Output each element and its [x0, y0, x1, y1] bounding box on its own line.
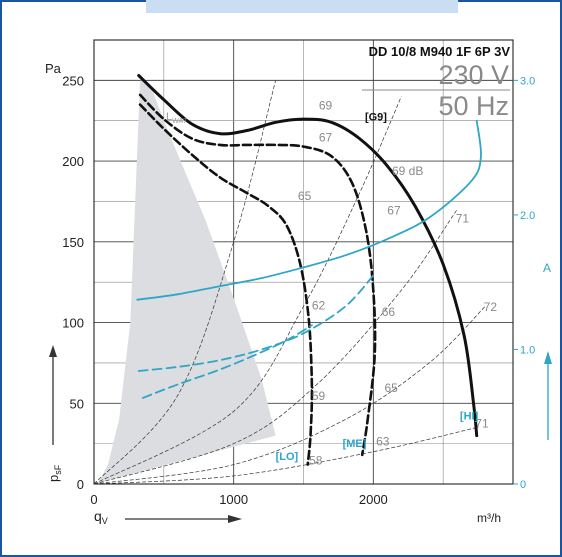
speed-label: [LO] [276, 451, 299, 463]
speed-label: [G9] [365, 112, 387, 124]
sound-value-label: 69 [319, 98, 333, 112]
sound-label: LWA7 [166, 111, 187, 125]
pressure-me-line [138, 93, 377, 457]
current-lo-line [142, 324, 313, 399]
sound-value-label: 63 [376, 434, 390, 448]
shaded-region [94, 80, 276, 485]
sound-value-label: 71 [475, 416, 489, 430]
y2-tick-label: 0 [520, 479, 526, 491]
sound-value-label: 66 [382, 305, 396, 319]
sound-value-label: 67 [319, 131, 333, 145]
sound-values: 69 67 65 62 59 58 71 67 66 65 63 72 71 [298, 98, 497, 467]
x-axis-arrow-head [228, 515, 242, 523]
sound-value-label: 71 [456, 211, 470, 225]
right-axis-arrow-head [544, 351, 552, 364]
sys-1-line [93, 80, 276, 485]
y-tick-labels: 0 50 100 150 200 250 [62, 73, 84, 492]
y-tick-label: 50 [70, 396, 84, 411]
pressure-g9-line [137, 74, 479, 438]
y2-tick-label: 1.0 [520, 344, 535, 356]
current-hi-line [136, 119, 482, 301]
system-curves [93, 80, 486, 485]
y-tick-label: 150 [62, 235, 84, 250]
sys-5-line [93, 427, 477, 485]
speed-labels: [G9] [HI] [ME] [LO] [276, 112, 479, 463]
sound-value-label: 72 [484, 300, 498, 314]
x-tick-label: 0 [90, 492, 97, 507]
top-tab [146, 0, 458, 13]
current-me-line [137, 274, 375, 372]
sound-value-label: 65 [385, 381, 399, 395]
y-tick-label: 100 [62, 316, 84, 331]
right-axis-unit: A [543, 261, 551, 275]
y-axis-label: psF [46, 464, 63, 482]
y-tick-label: 200 [62, 154, 84, 169]
y-axis-unit: Pa [45, 61, 62, 76]
sound-value-label: 59 [312, 389, 326, 403]
x-tick-labels: 0 1000 2000 [90, 492, 387, 507]
voltage-label: 230 V [438, 60, 509, 90]
sound-value-label: 67 [387, 203, 401, 217]
sys-4-line [93, 306, 486, 485]
y-tick-label: 250 [62, 73, 84, 88]
y2-tick-label: 2.0 [520, 210, 535, 222]
x-tick-label: 2000 [359, 492, 388, 507]
sys-2-line [93, 96, 402, 485]
pressure-lo-line [138, 103, 314, 466]
sound-value-label: 62 [312, 299, 326, 313]
plot-frame [93, 39, 514, 485]
sound-unit-label: 69 dB [392, 164, 423, 178]
sys-3-line [93, 209, 458, 485]
x-axis-unit: m³/h [477, 511, 501, 525]
x-axis-label: qV [94, 508, 108, 526]
chart-title: DD 10/8 M940 1F 6P 3V [369, 44, 511, 59]
speed-label: [HI] [460, 410, 479, 422]
minimum-flow-region [94, 80, 276, 485]
x-tick-label: 1000 [219, 492, 248, 507]
y2-tick-label: 3.0 [520, 75, 535, 87]
series-lines [136, 74, 482, 466]
y-tick-label: 0 [77, 477, 84, 492]
speed-label: [ME] [343, 438, 367, 450]
y-axis-arrow-head [49, 345, 57, 357]
frequency-label: 50 Hz [438, 91, 509, 121]
sound-value-label: 65 [298, 189, 312, 203]
sound-value-label: 58 [309, 454, 323, 468]
y2-tick-labels: 0 1.0 2.0 3.0 [513, 75, 535, 491]
